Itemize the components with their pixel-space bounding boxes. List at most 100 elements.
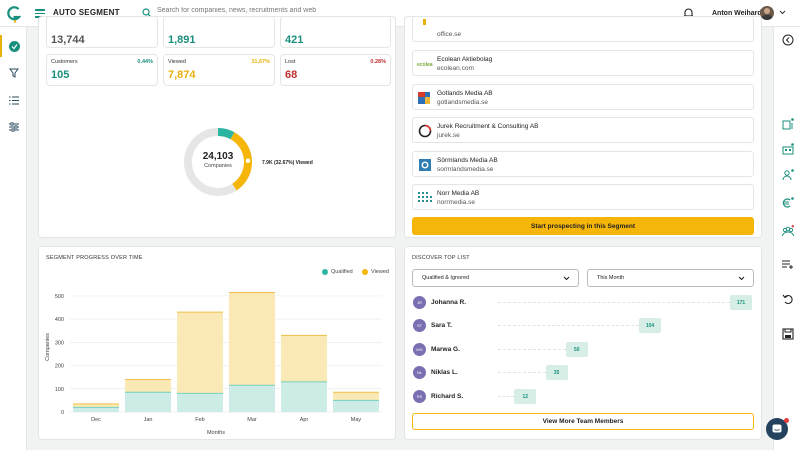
building-chart-icon[interactable]	[782, 118, 794, 130]
undo-icon[interactable]	[782, 293, 794, 305]
sidebar-item-filter[interactable]	[0, 62, 27, 84]
member-avatar: MG	[413, 343, 426, 356]
member-avatar: RS	[413, 390, 426, 403]
member-avatar: JR	[413, 296, 426, 309]
stat-card-customers[interactable]: Customers 0.44% 105	[46, 54, 158, 86]
stat-value: 105	[51, 69, 70, 81]
filter-select[interactable]: Qualified & Ignored	[412, 269, 579, 287]
start-prospecting-button[interactable]: Start prospecting in this Segment	[412, 217, 754, 235]
chat-button[interactable]	[766, 418, 788, 440]
view-more-members-button[interactable]: View More Team Members	[412, 413, 754, 430]
stat-value: 68	[285, 69, 298, 81]
y-tick-label: 200	[55, 364, 64, 370]
search-input[interactable]	[157, 7, 457, 14]
area-qualified	[125, 392, 171, 412]
user-avatar[interactable]	[760, 6, 774, 20]
chart-title: SEGMENT PROGRESS OVER TIME	[46, 255, 143, 261]
top-list-title: DISCOVER TOP LIST	[412, 255, 470, 261]
legend-label: Viewed	[371, 269, 389, 275]
segment-donut-chart[interactable]	[180, 124, 256, 200]
team-member-row[interactable]: JR Johanna R. 171	[412, 295, 754, 310]
company-url: sormlandsmedia.se	[437, 166, 494, 173]
y-axis-label: Companies	[45, 333, 51, 361]
donut-marker	[244, 156, 252, 165]
member-score-badge: 12	[514, 389, 537, 404]
company-icon[interactable]	[782, 143, 794, 155]
list-icon	[8, 96, 19, 104]
y-tick-label: 0	[61, 410, 64, 416]
period-select[interactable]: This Month	[587, 269, 754, 287]
stat-card: 1,891	[163, 16, 275, 48]
legend-label: Qualified	[331, 269, 353, 275]
app-logo-icon[interactable]	[6, 5, 22, 23]
member-avatar: ST	[413, 319, 426, 332]
member-progress-track	[498, 372, 546, 373]
chat-icon	[772, 424, 782, 433]
stat-label: Customers	[51, 59, 78, 65]
company-row[interactable]: Sörmlands Media AB sormlandsmedia.se	[412, 151, 754, 177]
member-progress-track	[498, 349, 566, 350]
member-score-badge: 50	[565, 342, 588, 357]
stat-value: 1,891	[168, 34, 196, 46]
company-row[interactable]: Jurek Recruitment & Consulting AB jurek.…	[412, 117, 754, 143]
left-sidebar	[0, 27, 27, 450]
chevron-down-icon[interactable]	[779, 9, 786, 16]
area-qualified	[73, 407, 119, 412]
filter-icon	[8, 68, 19, 78]
user-name[interactable]: Anton Weihard	[712, 10, 762, 17]
sidebar-item-segments[interactable]	[0, 35, 27, 57]
svg-text:ecolean: ecolean	[417, 62, 433, 68]
stat-card: 13,744	[46, 16, 158, 48]
stat-percent: 0.44%	[137, 59, 153, 65]
save-icon[interactable]	[782, 328, 794, 340]
member-score-badge: 104	[639, 318, 662, 333]
company-row[interactable]: Gotlands Media AB gotlandsmedia.se	[412, 84, 754, 110]
period-select-value: This Month	[597, 275, 625, 281]
gotlands-logo	[418, 92, 430, 104]
segment-overview-panel	[38, 16, 396, 238]
team-member-row[interactable]: NL Niklas L. 35	[412, 365, 754, 380]
company-row[interactable]: ecolean Ecolean Aktiebolag ecolean.com	[412, 50, 754, 76]
company-url: office.se	[437, 31, 462, 38]
check-circle-icon	[9, 40, 20, 52]
member-name: Niklas L.	[431, 369, 458, 376]
donut-segment-qualified[interactable]	[184, 128, 252, 196]
sidebar-item-list[interactable]	[0, 89, 27, 111]
add-list-icon[interactable]	[782, 258, 794, 270]
jurek-logo	[418, 124, 432, 138]
team-icon[interactable]	[782, 225, 794, 237]
x-tick-label: Apr	[300, 417, 309, 423]
team-member-row[interactable]: ST Sara T. 104	[412, 318, 754, 333]
stat-value: 13,744	[51, 34, 85, 46]
euro-icon[interactable]	[782, 197, 794, 209]
filter-select-value: Qualified & Ignored	[422, 275, 470, 281]
member-score-badge: 35	[545, 365, 568, 380]
team-member-row[interactable]: RS Richard S. 12	[412, 389, 754, 404]
x-axis-label: Months	[207, 430, 225, 436]
chevron-down-icon	[738, 276, 745, 281]
stat-label: Viewed	[168, 59, 186, 65]
company-row[interactable]: office.se	[412, 16, 754, 42]
member-progress-track	[498, 396, 515, 397]
stat-card-viewed[interactable]: Viewed 31.67% 7,874	[163, 54, 275, 86]
collapse-left-icon[interactable]	[782, 34, 794, 46]
people-icon[interactable]	[782, 169, 794, 181]
company-url: gotlandsmedia.se	[437, 99, 488, 106]
segment-progress-chart[interactable]: 0 100 200 300 400 500 Dec Jan Feb Mar Apr May Months…	[40, 278, 392, 438]
y-tick-label: 500	[55, 294, 64, 300]
member-name: Richard S.	[431, 393, 464, 400]
team-member-row[interactable]: MG Marwa G. 50	[412, 342, 754, 357]
legend-swatch	[362, 269, 368, 275]
company-name: Gotlands Media AB	[437, 90, 493, 97]
donut-subtitle: Companies	[204, 163, 232, 169]
x-tick-label: Mar	[247, 417, 257, 423]
x-tick-label: Jan	[144, 417, 153, 423]
y-tick-label: 300	[55, 340, 64, 346]
member-avatar: NL	[413, 366, 426, 379]
page-title: AUTO SEGMENT	[53, 8, 120, 17]
legend-viewed[interactable]: Viewed	[362, 269, 389, 275]
company-row[interactable]: Norr Media AB norrmedia.se	[412, 184, 754, 210]
sidebar-item-settings[interactable]	[0, 116, 27, 138]
stat-card-lost[interactable]: Lost 0.28% 68	[280, 54, 391, 86]
legend-qualified[interactable]: Qualified	[322, 269, 353, 275]
